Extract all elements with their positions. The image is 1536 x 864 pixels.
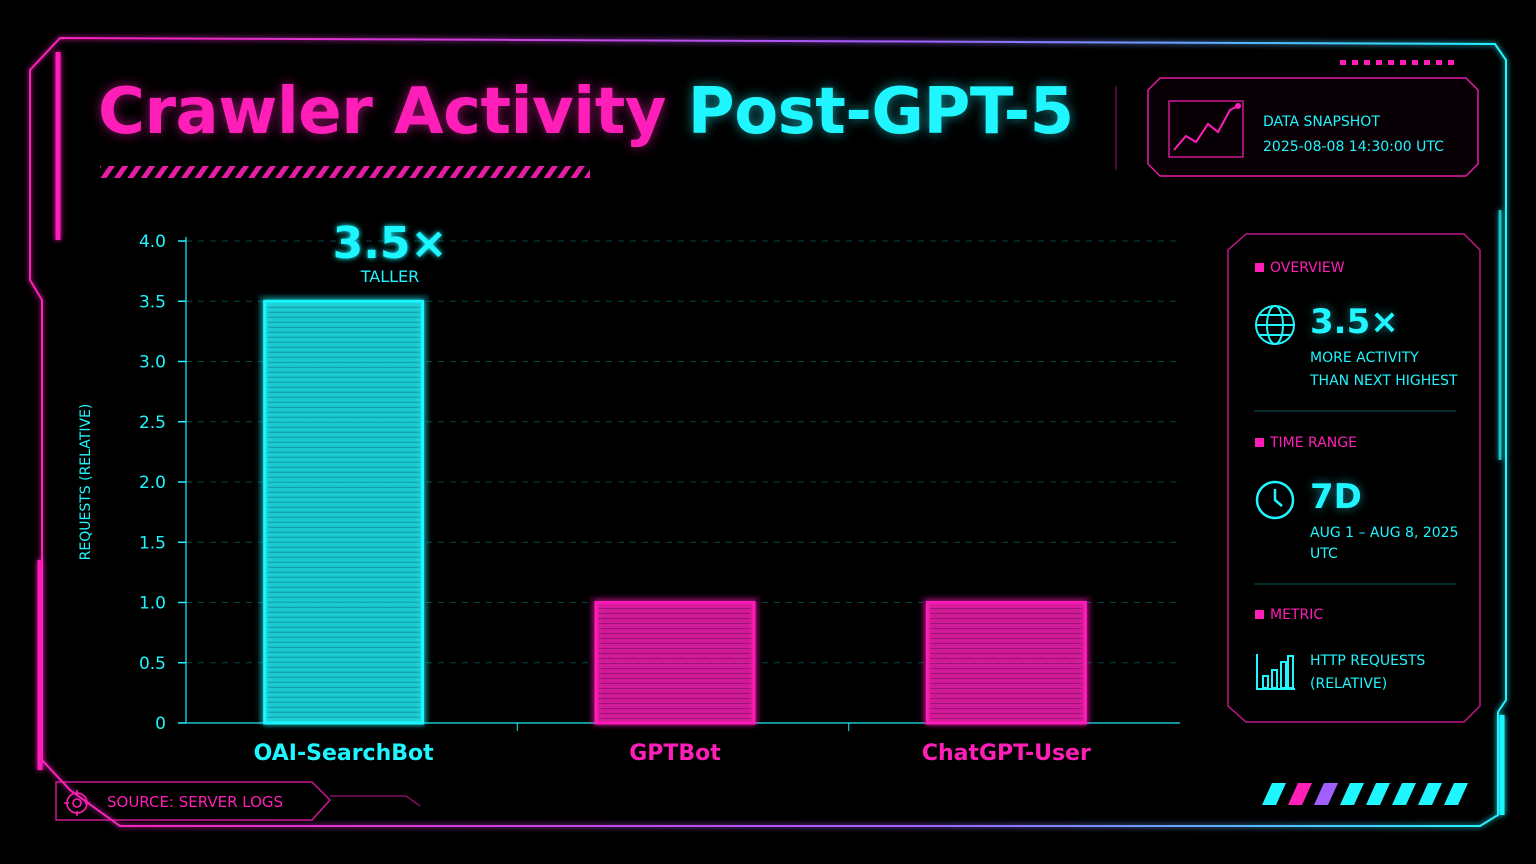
x-tick-label: OAI-SearchBot: [254, 741, 435, 766]
time-range-line-1: AUG 1 – AUG 8, 2025: [1310, 525, 1459, 541]
y-tick-label: 3.5: [139, 292, 166, 312]
annotation-label: TALLER: [360, 267, 420, 286]
annotation-value: 3.5×: [333, 218, 448, 269]
target-icon: [64, 790, 90, 816]
y-tick-label: 1.0: [139, 594, 166, 614]
title-underline-stripes: [100, 166, 590, 178]
bar-chatgpt-user: [921, 596, 1092, 725]
snapshot-timestamp: 2025-08-08 14:30:00 UTC: [1263, 139, 1444, 155]
title-part-2: Post-GPT-5: [687, 75, 1074, 149]
clock-icon: [1255, 480, 1295, 520]
x-tick-label: GPTBot: [629, 741, 721, 766]
y-tick-label: 3.0: [139, 353, 166, 373]
y-tick-label: 0.5: [139, 654, 166, 674]
time-range-title: TIME RANGE: [1255, 435, 1357, 451]
bar-chart-icon: [1256, 654, 1295, 690]
bar-rect: [594, 601, 756, 725]
y-axis-label: REQUESTS (RELATIVE): [78, 404, 94, 561]
y-tick-label: 0: [155, 714, 166, 734]
source-label: SOURCE: SERVER LOGS: [107, 793, 284, 811]
x-tick-label: ChatGPT-User: [922, 741, 1091, 766]
bar-gptbot: [590, 596, 760, 725]
y-tick-label: 2.0: [139, 473, 166, 493]
y-tick-label: 4.0: [139, 232, 166, 252]
page-title: Crawler Activity Post-GPT-5: [98, 72, 1074, 152]
metric-title: METRIC: [1255, 607, 1323, 623]
y-tick-label: 1.5: [139, 533, 166, 553]
metric-line-1: HTTP REQUESTS: [1310, 653, 1426, 669]
line-chart-icon: [1168, 100, 1244, 158]
metric-line-2: (RELATIVE): [1310, 676, 1388, 692]
bar-oai-searchbot: [258, 295, 429, 725]
bar-rect: [925, 601, 1087, 725]
globe-icon: [1255, 305, 1295, 345]
overview-title: OVERVIEW: [1255, 260, 1345, 276]
overview-line-1: MORE ACTIVITY: [1310, 350, 1419, 366]
time-range-value: 7D: [1310, 477, 1362, 517]
snapshot-label: DATA SNAPSHOT: [1263, 114, 1380, 130]
bar-rect: [263, 299, 425, 725]
y-tick-label: 2.5: [139, 413, 166, 433]
overview-line-2: THAN NEXT HIGHEST: [1310, 373, 1458, 389]
title-part-1: Crawler Activity: [98, 75, 667, 149]
time-range-line-2: UTC: [1310, 546, 1338, 562]
overview-value: 3.5×: [1310, 302, 1399, 342]
